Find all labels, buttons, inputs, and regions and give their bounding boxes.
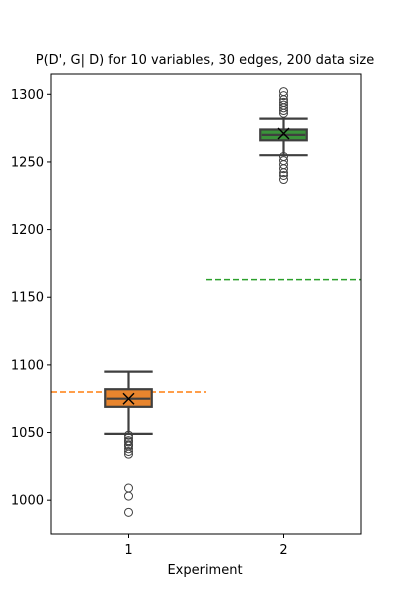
box-1-group xyxy=(104,370,153,517)
x-axis-label: Experiment xyxy=(167,563,242,578)
box-1-outlier-9 xyxy=(124,449,133,459)
box-2-outlier-12 xyxy=(279,164,288,174)
y-tick-label-1300: 1300 xyxy=(11,88,44,103)
box-2-outlier-15 xyxy=(279,175,288,185)
axes: 1000 1050 1100 1150 1200 1250 1300 1 2 xyxy=(11,73,362,558)
box-1-outlier-7 xyxy=(124,444,133,454)
y-tick-label-1200: 1200 xyxy=(11,223,44,238)
box-2-outlier-13 xyxy=(279,168,288,178)
x-tick-label-1: 1 xyxy=(124,543,132,558)
y-tick-label-1050: 1050 xyxy=(11,426,44,441)
box-2-mean-stroke-2 xyxy=(277,127,290,140)
box-2-outlier-6 xyxy=(279,103,288,113)
box-1-outlier-8 xyxy=(124,446,133,456)
box-1-outlier-1 xyxy=(124,430,133,440)
y-tick-label-1150: 1150 xyxy=(11,291,44,306)
chart-marks xyxy=(51,87,361,517)
box-1-mean-marker xyxy=(122,392,135,405)
box-2-group xyxy=(259,87,308,185)
axes-frame xyxy=(50,73,362,535)
box-2-outlier-8 xyxy=(279,108,288,118)
box-2-mean-marker xyxy=(277,127,290,140)
box-1-outlier-11 xyxy=(124,491,133,501)
y-tick-label-1000: 1000 xyxy=(11,494,44,509)
y-tick-label-1250: 1250 xyxy=(11,155,44,170)
box-1-outlier-4 xyxy=(124,437,133,447)
box-2-outlier-7 xyxy=(279,106,288,116)
y-tick-label-1100: 1100 xyxy=(11,358,44,373)
box-2-outlier-2 xyxy=(279,91,288,101)
box-1-mean-stroke-2 xyxy=(122,392,135,405)
box-1-outlier-12 xyxy=(124,507,133,517)
box-2-outlier-14 xyxy=(279,170,288,180)
chart-title: P(D', G| D) for 10 variables, 30 edges, … xyxy=(36,53,375,68)
plot-area xyxy=(51,74,361,534)
x-tick-label-2: 2 xyxy=(279,543,287,558)
